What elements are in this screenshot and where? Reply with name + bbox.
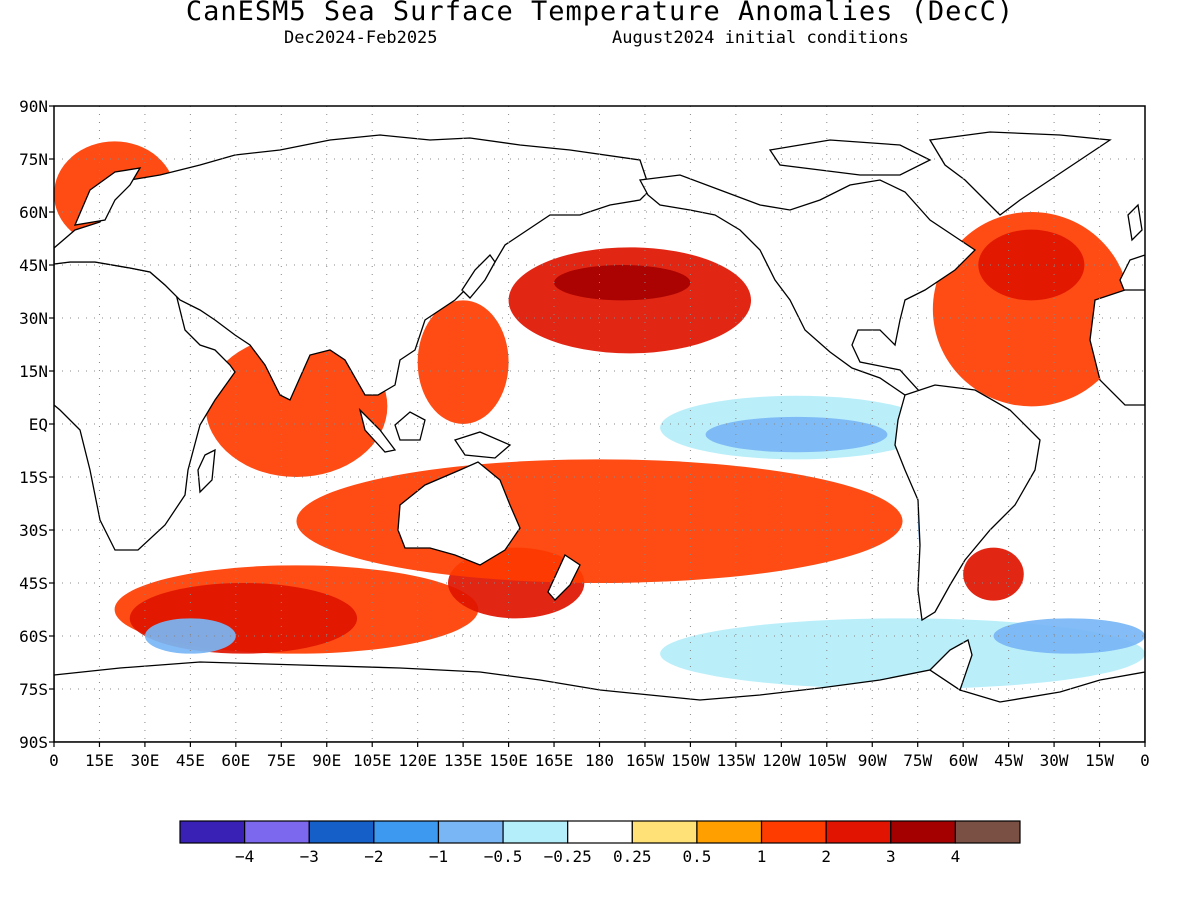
landmass-arctic-islands — [768, 139, 932, 176]
lon-tick-label: 0 — [49, 751, 59, 770]
anomaly-region-15 — [963, 547, 1024, 601]
landmass-madagascar — [197, 448, 216, 494]
landmass-north-america — [638, 174, 977, 396]
colorbar-label: −1 — [429, 847, 448, 866]
colorbar-label: 0.5 — [682, 847, 711, 866]
lat-tick-label: 15S — [19, 468, 48, 487]
colorbar-swatch — [825, 820, 892, 844]
lon-tick-label: 180 — [585, 751, 614, 770]
landmass-scandinavia — [73, 167, 142, 226]
lon-tick-label: 60W — [949, 751, 978, 770]
lon-tick-label: 75W — [903, 751, 932, 770]
lon-tick-label: 105E — [353, 751, 392, 770]
landmass-borneo — [394, 411, 426, 441]
lat-tick-label: 75N — [19, 150, 48, 169]
lon-tick-label: 165W — [626, 751, 665, 770]
lon-tick-label: 105W — [808, 751, 847, 770]
anomaly-region-3 — [705, 416, 888, 453]
lon-tick-label: 30E — [130, 751, 159, 770]
colorbar-swatch — [373, 820, 440, 844]
colorbar-label: −3 — [300, 847, 319, 866]
landmass-antarctic-peninsula — [928, 639, 973, 692]
anomaly-region-5 — [978, 229, 1085, 301]
lon-tick-label: 60E — [221, 751, 250, 770]
initial-conditions: August2024 initial conditions — [612, 28, 909, 48]
lon-tick-label: 150E — [489, 751, 528, 770]
landmass-south-america — [894, 384, 1041, 622]
anomaly-region-0 — [508, 247, 752, 354]
colorbar-label: 3 — [886, 847, 896, 866]
plot-area — [53, 105, 1146, 743]
landmass-greenland — [928, 131, 1112, 216]
colorbar-swatch — [696, 820, 763, 844]
landmass-japan — [461, 253, 496, 299]
lat-tick-label: 45S — [19, 574, 48, 593]
colorbar-swatch — [890, 820, 956, 844]
lon-tick-label: 90E — [312, 751, 341, 770]
lon-tick-label: 90W — [858, 751, 887, 770]
lat-tick-label: 60S — [19, 627, 48, 646]
colorbar-swatch — [502, 820, 569, 844]
lon-tick-label: 135W — [717, 751, 756, 770]
lat-tick-label: 60N — [19, 203, 48, 222]
lon-tick-label: 15E — [85, 751, 114, 770]
lon-tick-label: 45E — [176, 751, 205, 770]
anomaly-region-10 — [296, 459, 903, 583]
lon-tick-label: 165E — [535, 751, 574, 770]
colorbar-swatch — [437, 820, 504, 844]
landmass-new-guinea — [453, 431, 512, 459]
anomaly-field — [54, 141, 1145, 690]
colorbar-swatch — [308, 820, 375, 844]
anomaly-region-12 — [205, 335, 388, 477]
lat-tick-label: 90N — [19, 97, 48, 116]
landmass-eurasia — [54, 134, 651, 401]
colorbar-label: 4 — [951, 847, 961, 866]
landmass-australia — [397, 461, 521, 566]
landmass-new-zealand — [547, 554, 581, 601]
lon-tick-label: 75E — [267, 751, 296, 770]
lat-tick-label: 90S — [19, 733, 48, 752]
anomaly-region-14 — [993, 618, 1145, 654]
colorbar-swatch — [631, 820, 698, 844]
colorbar-swatch — [567, 820, 633, 844]
colorbar-swatch — [760, 820, 827, 844]
landmass-sumatra — [358, 407, 397, 453]
lon-tick-label: 15W — [1085, 751, 1114, 770]
anomaly-region-1 — [554, 265, 691, 301]
colorbar-label: −0.25 — [544, 847, 592, 866]
lat-tick-label: 15N — [19, 362, 48, 381]
colorbar-swatch — [954, 820, 1021, 844]
longitude-axis: 0 15E 30E 45E 60E 75E 90E 105E 120E 135E 150E 165E 1… — [49, 742, 1150, 770]
lat-tick-label: 30N — [19, 309, 48, 328]
lon-tick-label: 120W — [762, 751, 801, 770]
lon-tick-label: 135E — [444, 751, 483, 770]
colorbar-label: 1 — [757, 847, 767, 866]
colorbar: −4 −3 −2 −1 −0.5 −0.25 0.25 0.5 1 2 3 4 — [179, 820, 1021, 866]
colorbar-label: −4 — [235, 847, 254, 866]
lat-tick-label: 45N — [19, 256, 48, 275]
forecast-period: Dec2024-Feb2025 — [284, 28, 438, 48]
landmass-uk — [1127, 203, 1143, 242]
landmass-west-africa-wrap — [1089, 289, 1145, 406]
map-title: CanESM5 Sea Surface Temperature Anomalie… — [185, 0, 1015, 27]
lon-tick-label: 30W — [1040, 751, 1069, 770]
lon-tick-label: 0 — [1140, 751, 1150, 770]
latitude-axis: 90N 75N 60N 45N 30N 15N EQ 15S 30S 45S 60S 75S 90S — [19, 97, 54, 752]
lat-tick-label: 75S — [19, 680, 48, 699]
lon-tick-label: 150W — [671, 751, 710, 770]
colorbar-label: −2 — [364, 847, 383, 866]
lon-tick-label: 45W — [994, 751, 1023, 770]
colorbar-label: −0.5 — [484, 847, 523, 866]
lat-tick-label: EQ — [29, 415, 48, 434]
lon-tick-label: 120E — [398, 751, 437, 770]
colorbar-swatch — [244, 820, 310, 844]
colorbar-swatch — [179, 820, 246, 844]
colorbar-label: 0.25 — [613, 847, 652, 866]
lat-tick-label: 30S — [19, 521, 48, 540]
colorbar-label: 2 — [821, 847, 831, 866]
